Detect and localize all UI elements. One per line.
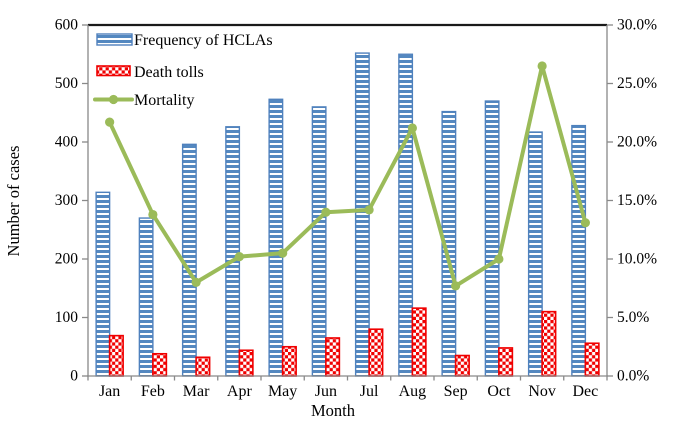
mortality-marker-Dec (580, 218, 590, 228)
legend-item-1: Frequency of HCLAs (96, 32, 273, 49)
y-tick-label-500: 500 (55, 75, 79, 92)
y-tick-label-0: 0 (70, 368, 78, 385)
legend-label-1: Frequency of HCLAs (134, 32, 273, 49)
bar-frequency-Nov (527, 131, 543, 377)
x-tick-label-Dec: Dec (572, 383, 598, 400)
mortality-marker-May (278, 248, 288, 258)
bar-frequency-Mar (181, 143, 197, 377)
bar-frequency-Oct (484, 100, 500, 377)
bar-deaths-Oct (498, 347, 514, 377)
legend-swatch-mortality-marker (108, 94, 119, 105)
x-tick-label-Feb: Feb (141, 383, 165, 400)
x-tick-label-Jun: Jun (315, 383, 337, 400)
bar-deaths-Dec (584, 342, 600, 377)
x-tick-label-Aug: Aug (399, 383, 427, 400)
y-tick-label-300: 300 (55, 192, 79, 209)
bar-frequency-Jul (354, 52, 370, 377)
bar-deaths-Jun (325, 337, 341, 377)
bar-frequency-Jan (95, 191, 111, 377)
x-tick-label-Nov: Nov (528, 383, 556, 400)
right-tick-label-15: 15.0% (617, 192, 657, 209)
mortality-marker-Aug (407, 123, 417, 133)
bar-deaths-Sep (454, 354, 470, 377)
bar-deaths-Aug (411, 307, 427, 377)
mortality-marker-Nov (537, 61, 547, 71)
legend-item-2: Death tolls (96, 64, 204, 81)
bar-deaths-Mar (195, 356, 211, 377)
x-tick-label-Sep: Sep (444, 383, 468, 400)
right-tick-label-30: 30.0% (617, 17, 657, 34)
legend: Frequency of HCLAs Death tolls Mortality (93, 32, 273, 109)
mortality-marker-Jun (321, 207, 331, 217)
legend-swatch-frequency (96, 33, 133, 46)
x-axis-title: Month (311, 401, 356, 420)
bar-frequency-Aug (398, 53, 414, 377)
legend-label-3: Mortality (134, 92, 194, 109)
mortality-marker-Jul (364, 205, 374, 215)
mortality-marker-Sep (451, 281, 461, 291)
right-tick-label-20: 20.0% (617, 134, 657, 151)
mortality-marker-Apr (234, 252, 244, 262)
x-tick-label-Jul: Jul (360, 383, 379, 400)
y-tick-label-400: 400 (55, 134, 79, 151)
x-tick-label-Jan: Jan (99, 383, 120, 400)
right-tick-label-0: 0.0% (617, 368, 649, 385)
bar-deaths-May (281, 345, 297, 377)
bar-frequency-Dec (571, 124, 587, 377)
right-tick-label-25: 25.0% (617, 75, 657, 92)
mortality-line-layer (105, 61, 590, 291)
bar-deaths-Feb (152, 352, 168, 377)
y-tick-label-100: 100 (55, 309, 79, 326)
mortality-line (107, 63, 588, 288)
mortality-marker-Feb (148, 209, 158, 220)
right-tick-label-5: 5.0% (617, 309, 649, 326)
legend-swatch-deaths (96, 65, 131, 77)
x-tick-label-Apr: Apr (227, 383, 253, 400)
bar-deaths-Jul (368, 328, 384, 377)
legend-item-3: Mortality (93, 92, 194, 109)
x-tick-label-May: May (268, 383, 297, 400)
y-tick-label-600: 600 (55, 17, 79, 34)
bar-frequency-Apr (225, 126, 241, 377)
bar-frequency-May (268, 98, 284, 377)
bar-deaths-Nov (541, 310, 557, 377)
axes-layer: 0 100 200 300 400 500 600 0.0% 5.0% 10.0% 15.0% 20.… (55, 17, 657, 401)
right-tick-label-10: 10.0% (617, 251, 657, 268)
y-tick-label-200: 200 (55, 251, 79, 268)
bar-deaths-Jan (108, 334, 124, 377)
bar-deaths-Apr (238, 349, 254, 377)
mortality-marker-Oct (494, 254, 504, 264)
x-tick-label-Oct: Oct (487, 383, 511, 400)
mortality-marker-Jan (105, 117, 115, 127)
bar-frequency-Feb (138, 217, 154, 377)
mortality-marker-Mar (191, 277, 201, 287)
x-tick-label-Mar: Mar (183, 383, 210, 400)
y-axis-title: Number of cases (4, 146, 23, 257)
bar-frequency-Jun (311, 106, 327, 377)
legend-label-2: Death tolls (134, 64, 204, 81)
